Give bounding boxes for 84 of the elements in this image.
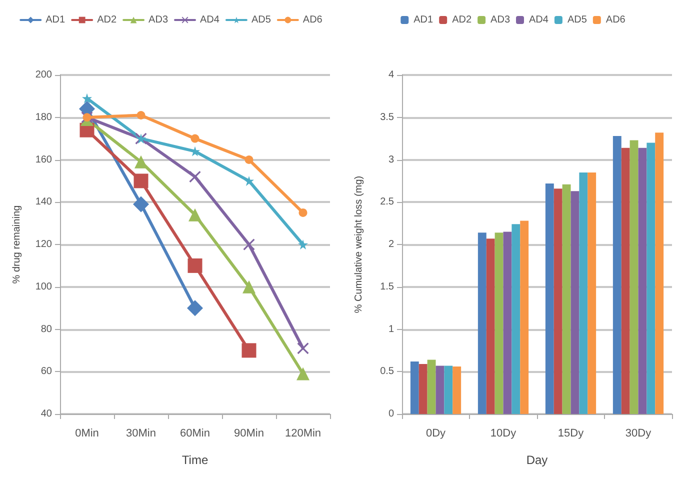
bar <box>478 232 486 414</box>
y-tick-label: 100 <box>35 281 52 292</box>
bar <box>638 148 647 414</box>
point <box>188 258 202 273</box>
x-tick-label: 120Min <box>284 428 322 440</box>
bar <box>520 220 529 414</box>
y-tick-label: 1 <box>388 324 394 335</box>
bar <box>588 172 596 414</box>
bar <box>494 232 504 414</box>
point <box>187 300 203 316</box>
x-tick-label: 30Min <box>126 428 156 440</box>
bar <box>436 366 444 414</box>
bar <box>646 142 656 414</box>
legend-label: AD2 <box>97 14 117 26</box>
bar <box>444 366 453 414</box>
x-tick-label: 30Dy <box>625 428 652 440</box>
bar <box>503 232 512 414</box>
legend-label: AD1 <box>46 14 66 26</box>
point <box>244 176 254 186</box>
point <box>296 367 310 380</box>
x-tick-label: 90Min <box>234 428 264 440</box>
x-tick-label: 15Dy <box>558 428 584 440</box>
y-axis-title: % drug remaining <box>12 205 22 284</box>
y-tick-label: 3.5 <box>380 112 394 123</box>
y-tick-label: 2.5 <box>380 196 394 208</box>
x-tick-label: 0Min <box>75 428 99 440</box>
x-tick-label: 60Min <box>180 428 210 440</box>
bar <box>427 360 436 414</box>
point <box>188 208 202 222</box>
legend-label: AD1 <box>414 14 434 26</box>
x-tick-label: 0Dy <box>426 428 446 440</box>
legend-label: AD3 <box>148 14 168 26</box>
point <box>136 111 146 120</box>
legend-label: AD2 <box>452 14 472 26</box>
bar <box>612 136 622 414</box>
y-tick-label: 0.5 <box>380 366 394 378</box>
y-tick-label: 2 <box>388 239 394 250</box>
bar <box>545 183 554 414</box>
y-tick-label: 180 <box>35 112 52 123</box>
point <box>243 238 255 250</box>
legend-label: AD4 <box>529 14 549 26</box>
bar <box>579 172 588 414</box>
y-tick-label: 120 <box>35 239 52 250</box>
point <box>134 155 148 168</box>
point <box>242 280 256 294</box>
point <box>298 240 308 250</box>
x-tick-label: 10Dy <box>490 428 517 440</box>
point <box>190 134 200 143</box>
y-tick-label: 3 <box>388 154 394 166</box>
bar <box>630 140 638 414</box>
y-tick-label: 60 <box>40 366 52 378</box>
y-axis-title: % Cumulative weight loss (mg) <box>354 176 364 314</box>
legend-label: AD6 <box>302 14 323 26</box>
x-axis-title: Time <box>182 453 208 467</box>
bar <box>486 238 495 414</box>
legend-label: AD3 <box>490 14 510 26</box>
bar <box>655 132 664 414</box>
bar <box>621 148 630 414</box>
x-axis-title: Day <box>526 453 548 467</box>
point <box>82 93 92 104</box>
y-tick-label: 200 <box>35 70 52 80</box>
legend-label: AD6 <box>606 14 626 26</box>
y-tick-label: 40 <box>40 408 52 420</box>
y-tick-label: 160 <box>35 154 52 166</box>
bar <box>570 191 580 414</box>
y-tick-label: 1.5 <box>380 281 394 292</box>
point <box>242 343 256 358</box>
bar <box>410 361 419 414</box>
legend-label: AD5 <box>567 14 588 26</box>
point <box>133 196 149 212</box>
y-tick-label: 80 <box>40 324 52 335</box>
point <box>298 208 308 217</box>
bar <box>554 188 562 414</box>
bar <box>452 366 462 414</box>
point <box>244 156 254 164</box>
bar <box>512 224 520 414</box>
point <box>134 174 148 188</box>
y-tick-label: 4 <box>388 70 394 80</box>
y-tick-label: 0 <box>388 408 394 420</box>
legend-label: AD5 <box>251 14 272 26</box>
y-tick-label: 140 <box>35 196 52 208</box>
legend-label: AD4 <box>200 14 220 26</box>
bar <box>562 184 571 414</box>
bar <box>418 364 428 414</box>
